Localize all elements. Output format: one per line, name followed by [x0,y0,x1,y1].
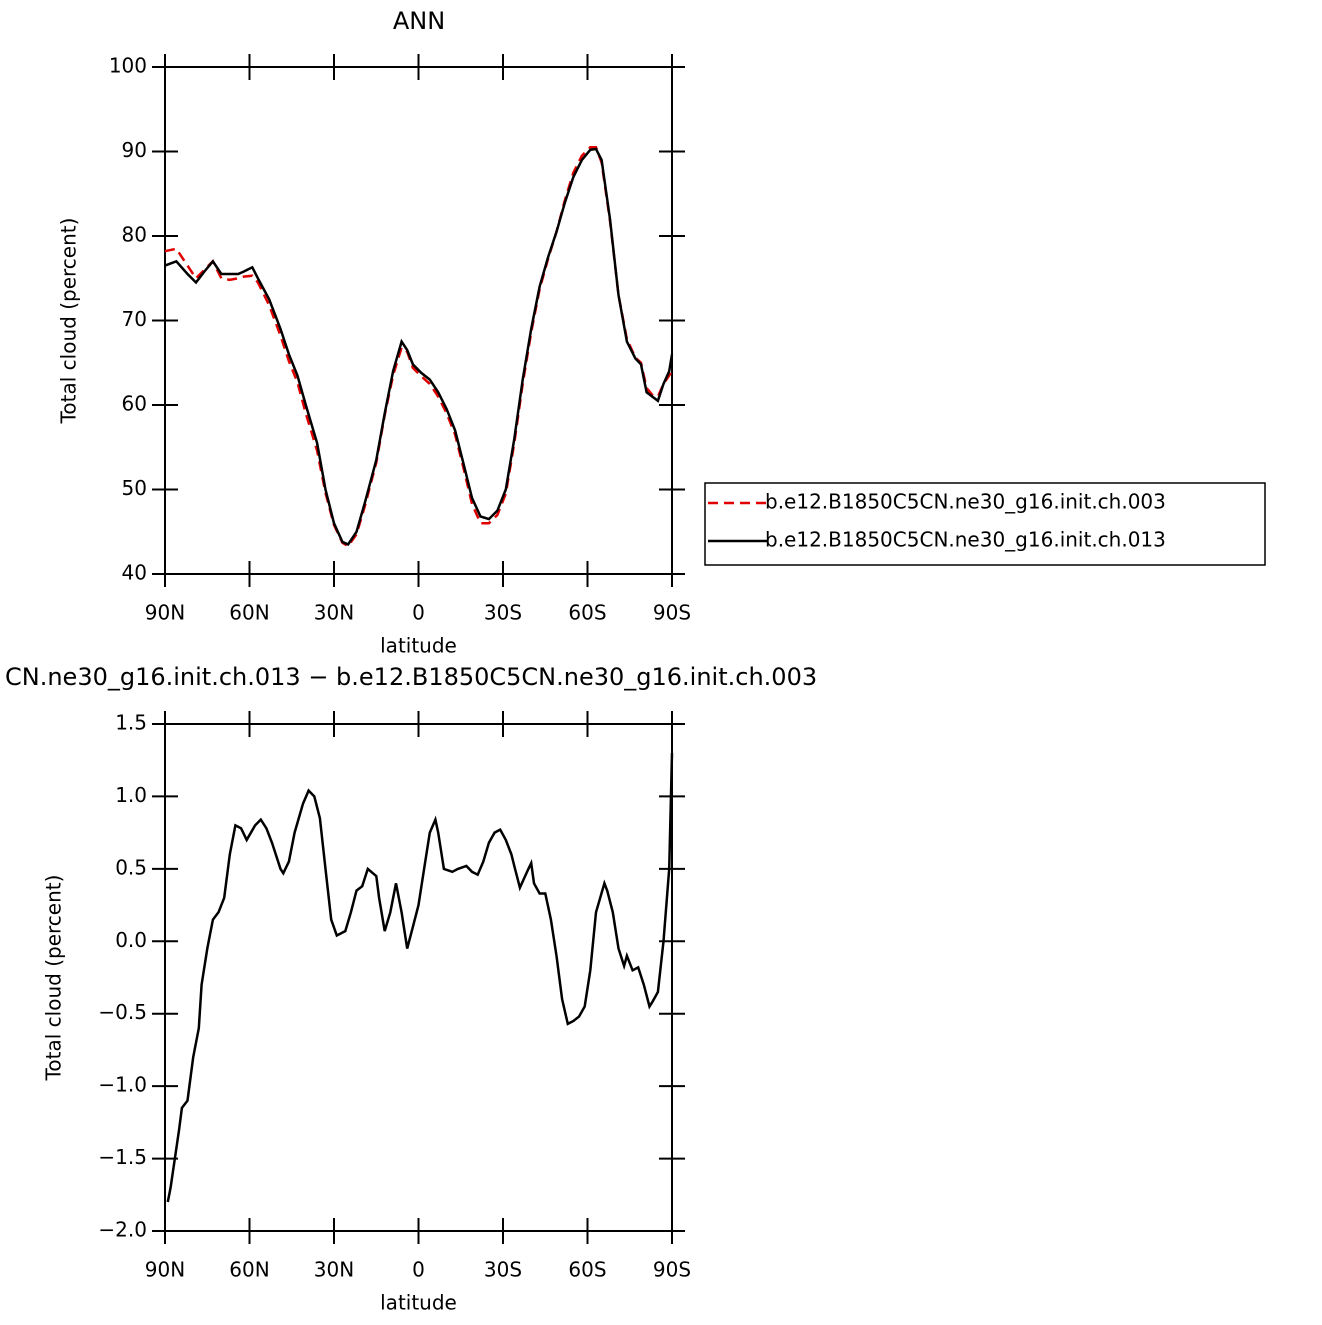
data-line [166,752,674,1203]
x-tick-label: 90N [145,601,185,625]
x-tick-label: 30S [484,1258,522,1282]
x-tick-label: 60S [568,1258,606,1282]
chart-title: CN.ne30_g16.init.ch.013 − b.e12.B1850C5C… [5,663,817,691]
y-axis-label: Total cloud (percent) [42,875,66,1082]
y-tick-label: 80 [122,223,147,247]
plot-frame [164,723,673,1232]
x-tick-label: 0 [412,1258,425,1282]
x-tick-label: 90S [653,601,691,625]
y-tick-label: −0.5 [98,1000,147,1024]
y-axis-label: Total cloud (percent) [57,218,81,425]
legend-box [704,482,1266,566]
y-tick-label: 1.5 [115,711,147,735]
y-tick-label: 0.5 [115,855,147,879]
legend-label: b.e12.B1850C5CN.ne30_g16.init.ch.013 [765,528,1166,552]
x-tick-label: 60N [229,601,269,625]
y-tick-label: 0.0 [115,928,147,952]
y-tick-label: 100 [109,54,147,78]
x-axis-label: latitude [380,1291,457,1315]
legend-label: b.e12.B1850C5CN.ne30_g16.init.ch.003 [765,490,1166,514]
y-tick-label: 70 [122,307,147,331]
y-tick-label: 90 [122,138,147,162]
x-tick-label: 30S [484,601,522,625]
y-tick-label: −1.5 [98,1145,147,1169]
x-tick-label: 60N [229,1258,269,1282]
x-tick-label: 60S [568,601,606,625]
data-line [164,146,674,548]
x-tick-label: 0 [412,601,425,625]
x-axis-label: latitude [380,634,457,658]
x-tick-label: 90N [145,1258,185,1282]
y-tick-label: 50 [122,476,147,500]
x-tick-label: 90S [653,1258,691,1282]
x-tick-label: 30N [314,601,354,625]
y-tick-label: 40 [122,561,147,585]
data-line [164,147,674,546]
y-tick-label: −2.0 [98,1218,147,1242]
y-tick-label: −1.0 [98,1073,147,1097]
plot-frame [164,66,673,575]
y-tick-label: 1.0 [115,783,147,807]
y-tick-label: 60 [122,392,147,416]
chart-title: ANN [393,7,445,35]
x-tick-label: 30N [314,1258,354,1282]
